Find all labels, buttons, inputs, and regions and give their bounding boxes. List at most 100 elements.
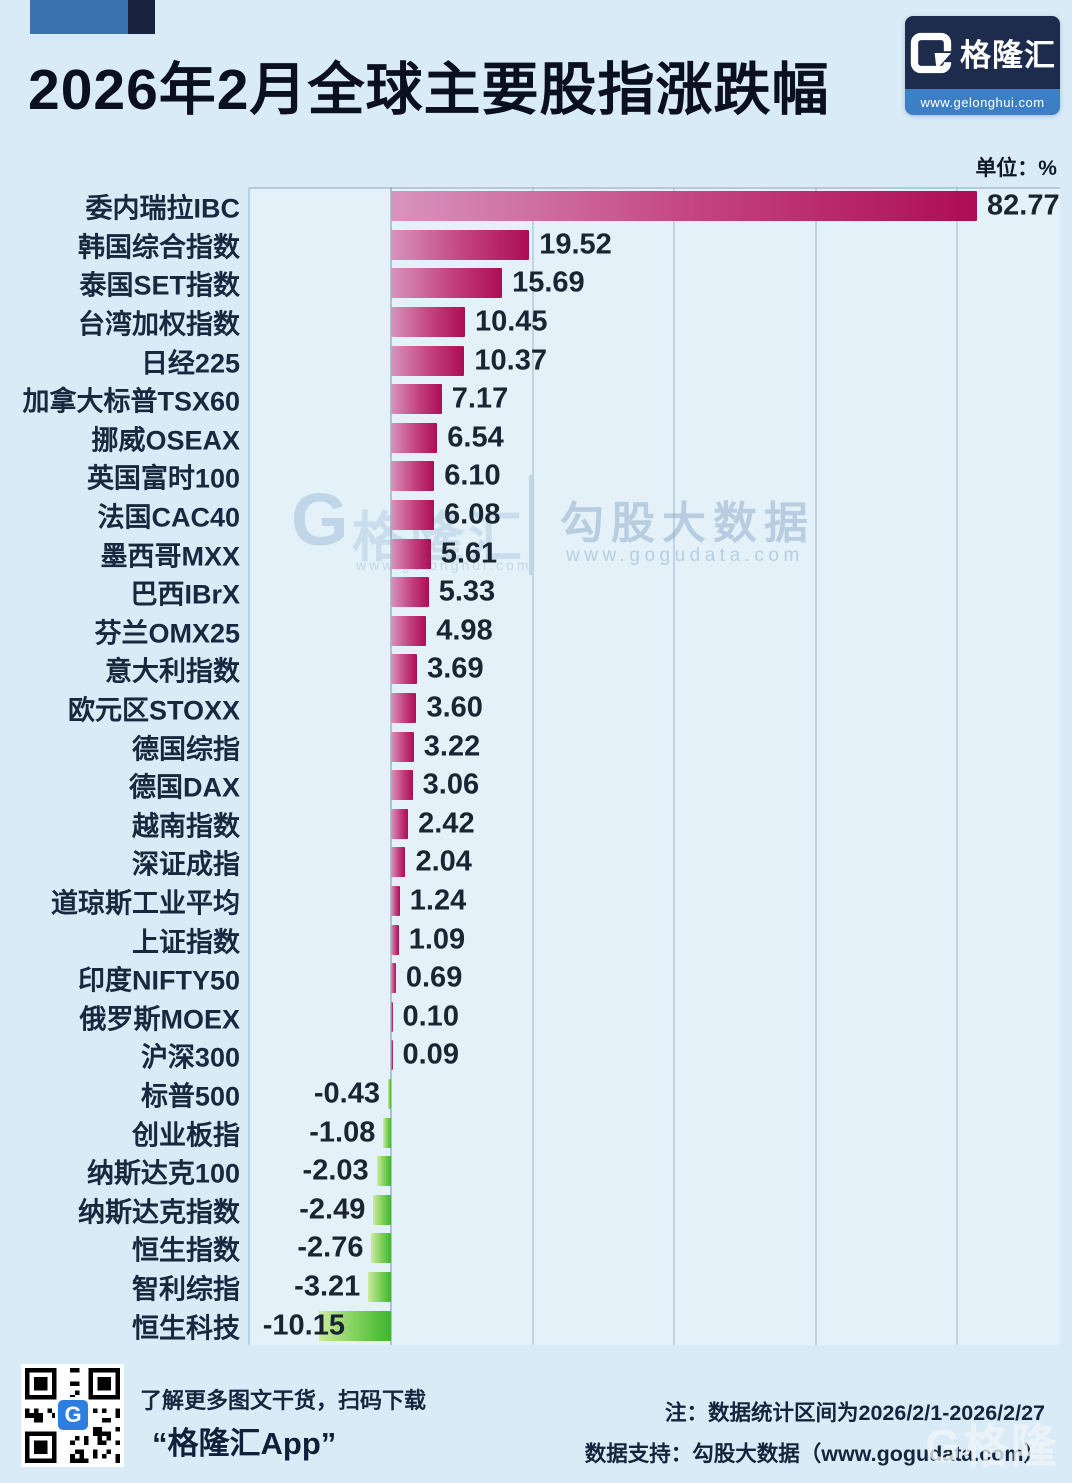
chart-row: 英国富时100 6.10 [0,457,1072,496]
chart-row: 巴西IBrX 5.33 [0,573,1072,612]
bar [391,615,427,646]
chart-row: 标普500 -0.43 [0,1075,1072,1114]
category-label: 巴西IBrX [130,579,240,610]
qr-caption: 了解更多图文干货，扫码下载 [140,1388,427,1413]
value-label: 82.77 [987,189,1060,222]
bar [371,1233,391,1264]
category-label: 道琼斯工业平均 [51,888,240,919]
zero-axis [390,187,392,1345]
chart-row: 欧元区STOXX 3.60 [0,689,1072,728]
value-label: 1.24 [409,884,467,917]
chart-row: 深证成指 2.04 [0,843,1072,882]
value-label: -0.43 [313,1077,380,1110]
category-label: 泰国SET指数 [79,270,240,301]
gelonghui-logo-top: 格隆汇 [905,16,1060,89]
gelonghui-logo-url: www.gelonghui.com [905,89,1060,115]
chart-row: 意大利指数 3.69 [0,650,1072,689]
value-label: 10.45 [474,305,548,338]
chart-row: 法国CAC40 6.08 [0,496,1072,535]
bar [368,1272,391,1303]
bar [383,1117,391,1148]
value-label: 10.37 [474,344,547,377]
bar [391,1001,393,1032]
bar [391,422,438,453]
value-label: -2.76 [297,1231,364,1264]
value-label: 7.17 [451,382,509,415]
value-label: 2.42 [418,807,475,840]
category-label: 沪深300 [140,1042,240,1073]
category-label: 德国综指 [132,734,240,765]
bar [391,1040,393,1071]
chart-row: 挪威OSEAX 6.54 [0,419,1072,458]
category-label: 上证指数 [132,927,240,958]
category-label: 恒生科技 [132,1313,240,1344]
bar [391,538,431,569]
bar [391,268,503,299]
header-decoration-navy [128,0,155,34]
value-label: 3.69 [427,652,484,685]
chart-row: 恒生指数 -2.76 [0,1229,1072,1268]
chart-row: 日经225 10.37 [0,341,1072,380]
chart-row: 上证指数 1.09 [0,920,1072,959]
bar [391,924,399,955]
category-label: 意大利指数 [105,656,240,687]
value-label: -3.21 [294,1270,361,1303]
qr-center-logo: G [55,1397,91,1433]
bar [391,808,409,839]
page-title: 2026年2月全球主要股指涨跌幅 [28,58,830,122]
chart-row: 纳斯达克指数 -2.49 [0,1191,1072,1230]
bar [391,384,442,415]
value-label: 5.33 [438,575,496,608]
bar [391,461,435,492]
category-label: 俄罗斯MOEX [79,1004,240,1035]
bar [391,731,414,762]
bar [391,191,977,222]
bar [391,770,413,801]
value-label: 3.22 [423,730,481,763]
bar-chart: G 格隆汇 www.gelonghui.com 勾股大数据 www.goguda… [0,187,1072,1345]
unit-label: 单位：% [975,157,1057,180]
gridline [248,187,251,1345]
bar [373,1194,391,1225]
bar [391,577,429,608]
app-name-caption: “格隆汇App” [152,1426,337,1461]
value-label: -2.03 [302,1154,369,1187]
chart-row: 台湾加权指数 10.45 [0,303,1072,342]
value-label: -1.08 [309,1116,376,1149]
chart-row: 印度NIFTY50 0.69 [0,959,1072,998]
chart-row: 智利综指 -3.21 [0,1268,1072,1307]
category-label: 创业板指 [132,1120,240,1151]
footer-data-support: 数据支持：勾股大数据（www.gogudata.com） [584,1442,1045,1466]
gelonghui-logo-g-icon [910,32,953,73]
bar [319,1310,391,1341]
category-label: 加拿大标普TSX60 [22,386,240,417]
category-label: 欧元区STOXX [67,695,240,726]
category-label: 墨西哥MXX [100,541,240,572]
category-label: 印度NIFTY50 [77,965,240,996]
bar [391,500,435,531]
value-label: -10.15 [262,1309,345,1342]
bar [391,886,400,917]
category-label: 法国CAC40 [97,502,240,533]
chart-row: 泰国SET指数 15.69 [0,264,1072,303]
qr-code [25,1368,120,1463]
chart-row: 韩国综合指数 19.52 [0,226,1072,265]
value-label: 4.98 [436,614,493,647]
category-label: 委内瑞拉IBC [85,193,241,224]
bar [391,693,417,724]
value-label: 6.54 [447,421,504,454]
category-label: 挪威OSEAX [91,425,240,456]
value-label: 6.10 [444,459,501,492]
category-label: 智利综指 [132,1274,240,1305]
bar [391,345,465,376]
chart-row: 加拿大标普TSX60 7.17 [0,380,1072,419]
value-label: 3.60 [426,691,483,724]
category-label: 纳斯达克指数 [78,1197,240,1228]
category-label: 标普500 [140,1081,240,1112]
value-label: 6.08 [444,498,501,531]
bar [387,1079,391,1110]
bar [391,847,406,878]
gridline [814,187,817,1345]
chart-row: 俄罗斯MOEX 0.10 [0,998,1072,1037]
